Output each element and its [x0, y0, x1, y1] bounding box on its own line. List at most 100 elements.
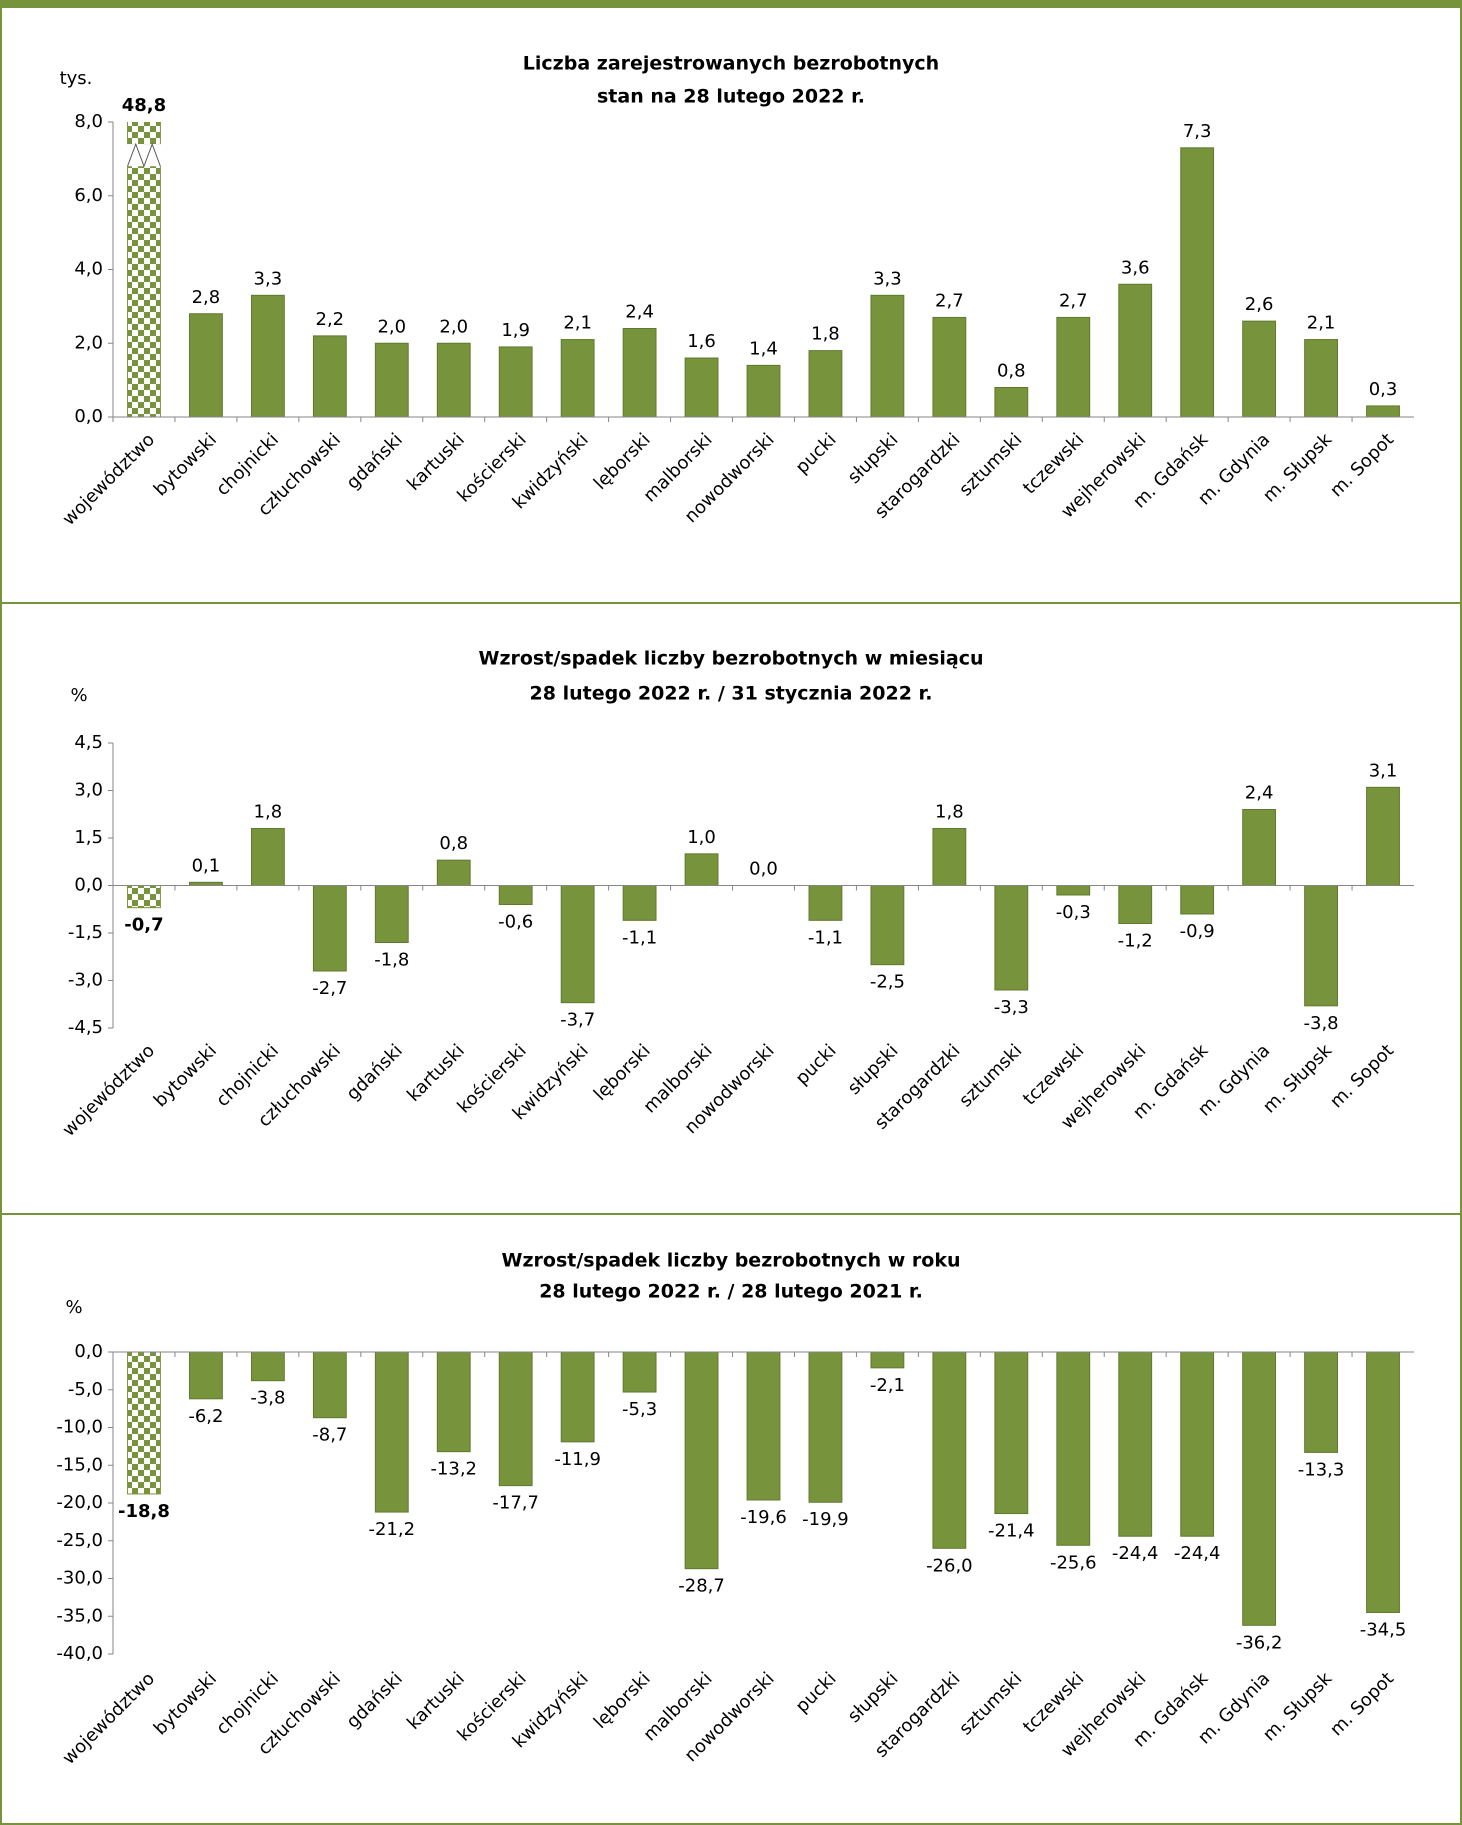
- bar: [746, 1352, 781, 1501]
- bar: [684, 853, 719, 886]
- data-label: 7,3: [1183, 121, 1212, 142]
- data-label: 1,8: [254, 802, 283, 823]
- bar: [436, 1352, 471, 1453]
- x-tick-label: gdański: [342, 429, 406, 493]
- y-tick-label: 0,0: [74, 406, 103, 427]
- x-tick-label: bytowski: [150, 1040, 221, 1111]
- bar: [1180, 885, 1215, 915]
- bar: [1304, 1352, 1338, 1453]
- bar: [808, 885, 843, 921]
- x-tick-label: bytowski: [150, 429, 221, 500]
- data-label: -1,8: [374, 950, 409, 971]
- data-label: 0,1: [192, 855, 221, 876]
- bar: [932, 316, 967, 417]
- bar: [189, 1352, 223, 1400]
- y-tick-label: 4,0: [74, 259, 103, 280]
- bar: [1366, 1352, 1400, 1613]
- data-label: -1,1: [808, 927, 843, 948]
- x-tick-label: słupski: [844, 429, 903, 488]
- bar: [746, 364, 781, 417]
- chart-subtitle: stan na 28 lutego 2022 r.: [597, 86, 865, 108]
- bar: [312, 885, 347, 972]
- bar: [1118, 1352, 1153, 1537]
- y-tick-label: -30,0: [56, 1568, 103, 1589]
- x-tick-label: województwo: [58, 1668, 159, 1769]
- bar: [1056, 1352, 1091, 1546]
- bar: [374, 342, 409, 417]
- bar: [808, 1352, 843, 1503]
- bar: [684, 1352, 719, 1570]
- y-tick-label: -1,5: [68, 922, 103, 943]
- data-label: 2,7: [1059, 290, 1088, 311]
- y-tick-label: -15,0: [56, 1454, 103, 1475]
- data-label: -11,9: [554, 1449, 601, 1470]
- data-label: 2,0: [377, 316, 406, 337]
- chart-subtitle: 28 lutego 2022 r. / 31 stycznia 2022 r.: [530, 683, 933, 705]
- data-label: -19,9: [802, 1509, 849, 1530]
- bar: [1180, 1352, 1215, 1537]
- data-label: 2,1: [1307, 313, 1336, 334]
- bar: [127, 122, 161, 417]
- chart-title: Liczba zarejestrowanych bezrobotnych: [523, 53, 939, 75]
- chart-title: Wzrost/spadek liczby bezrobotnych w mies…: [478, 648, 983, 670]
- bar: [498, 885, 533, 905]
- bar: [1304, 339, 1338, 417]
- bar: [498, 1352, 533, 1487]
- bar: [250, 294, 285, 417]
- bar: [127, 885, 161, 909]
- bar: [932, 1352, 967, 1549]
- x-tick-label: m. Sopot: [1326, 1668, 1398, 1740]
- data-label: -2,1: [870, 1375, 905, 1396]
- data-label: -21,2: [368, 1519, 415, 1540]
- data-label: -17,7: [492, 1493, 539, 1514]
- bar: [870, 1352, 905, 1369]
- data-label: -0,7: [124, 915, 163, 936]
- bar: [1366, 786, 1400, 886]
- bar: [127, 1352, 161, 1495]
- y-axis-label: tys.: [60, 68, 93, 89]
- y-axis-label: %: [65, 1297, 82, 1318]
- x-tick-label: słupski: [844, 1668, 903, 1727]
- y-tick-label: 3,0: [74, 780, 103, 801]
- y-tick-label: 1,5: [74, 827, 103, 848]
- y-tick-label: -20,0: [56, 1492, 103, 1513]
- x-tick-label: bytowski: [150, 1668, 221, 1739]
- data-label: 1,9: [501, 320, 530, 341]
- bar: [1242, 809, 1277, 886]
- bar: [250, 1352, 285, 1382]
- data-label: -0,3: [1056, 902, 1091, 923]
- bar: [374, 885, 409, 943]
- data-label: 1,0: [687, 827, 716, 848]
- bar: [870, 885, 905, 966]
- x-tick-label: sztumski: [955, 1040, 1026, 1111]
- bar: [994, 1352, 1029, 1515]
- data-label: 2,0: [439, 316, 468, 337]
- data-label: -1,1: [622, 927, 657, 948]
- data-label: 0,0: [749, 859, 778, 880]
- bar: [189, 313, 223, 417]
- y-tick-label: 2,0: [74, 332, 103, 353]
- bar: [622, 328, 657, 417]
- x-tick-label: lęborski: [590, 429, 655, 494]
- data-label: 2,4: [1245, 783, 1274, 804]
- y-tick-label: -10,0: [56, 1417, 103, 1438]
- y-tick-label: -3,0: [68, 970, 103, 991]
- data-label: -2,5: [870, 972, 905, 993]
- y-tick-label: -40,0: [56, 1643, 103, 1664]
- x-tick-label: pucki: [792, 1040, 841, 1089]
- bar: [1056, 316, 1091, 417]
- data-label: 1,8: [811, 324, 840, 345]
- data-label: -3,8: [1304, 1013, 1339, 1034]
- x-tick-label: sztumski: [955, 1668, 1026, 1739]
- y-axis-label: %: [70, 685, 87, 706]
- bar: [1180, 147, 1215, 417]
- y-tick-label: 4,5: [74, 732, 103, 753]
- bar: [312, 1352, 347, 1419]
- y-tick-label: 6,0: [74, 185, 103, 206]
- bar: [1118, 283, 1153, 417]
- data-label: 3,3: [254, 268, 283, 289]
- data-label: -26,0: [926, 1555, 973, 1576]
- chart-title: Wzrost/spadek liczby bezrobotnych w roku: [502, 1250, 961, 1272]
- y-tick-label: -25,0: [56, 1530, 103, 1551]
- data-label: 0,8: [439, 833, 468, 854]
